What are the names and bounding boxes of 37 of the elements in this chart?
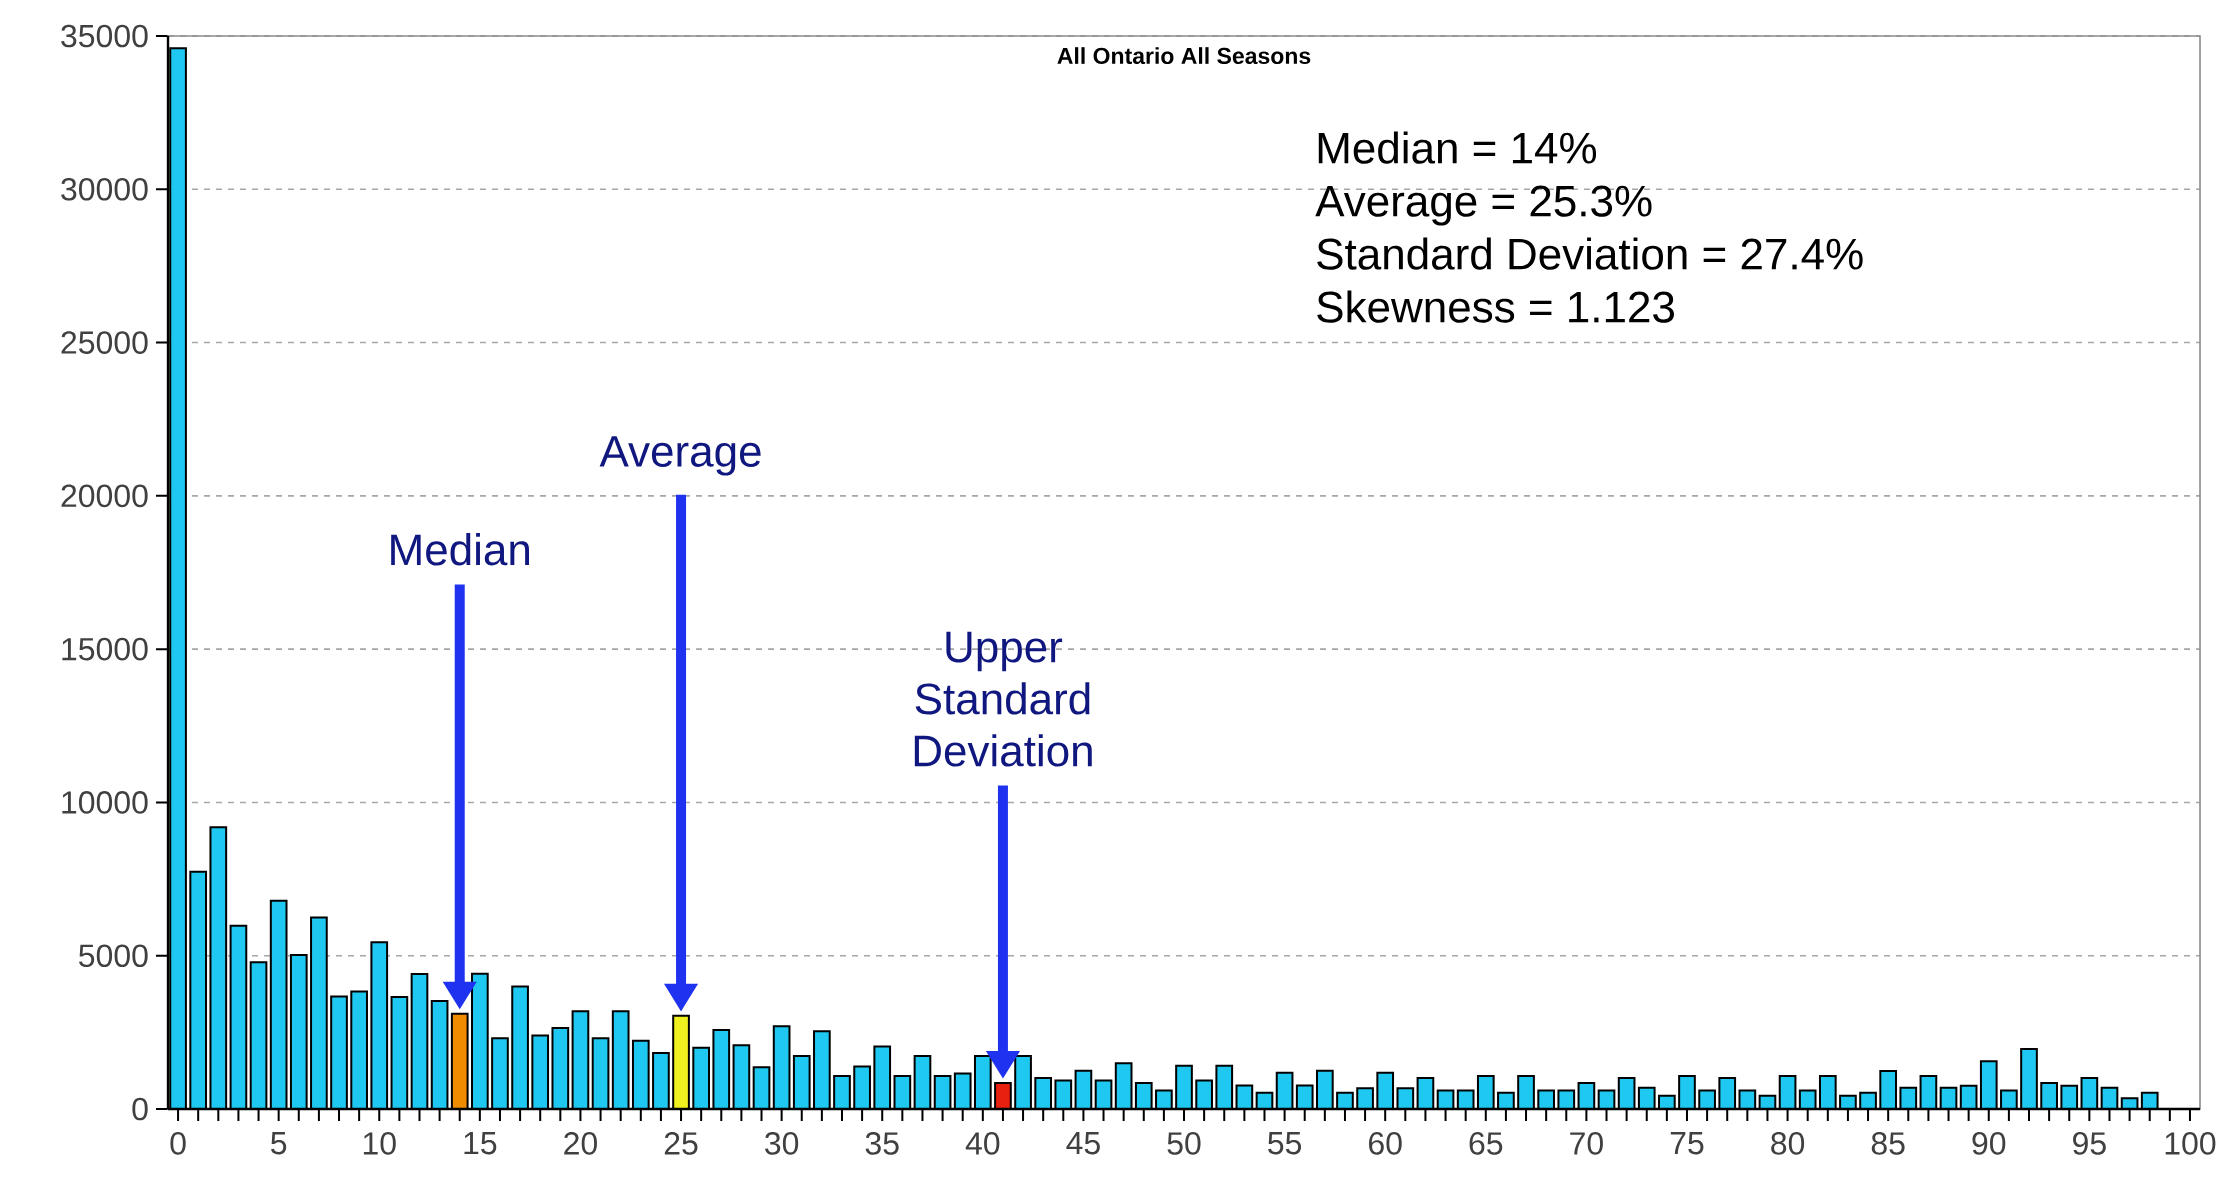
x-tick-label: 15	[464, 1132, 497, 1155]
x-tick-label: 65	[1469, 1132, 1503, 1155]
annotation: Average = 25.3%	[1315, 185, 1652, 226]
x-tick-label: 10	[363, 1132, 396, 1155]
y-tick-label: 10000	[62, 791, 148, 814]
chart-title: All Ontario All Seasons	[1057, 47, 1311, 65]
annotation: Upper Standard Deviation	[914, 631, 1092, 767]
x-tick-label: 70	[1570, 1132, 1603, 1155]
x-tick-label: 45	[1066, 1132, 1100, 1155]
x-tick-label: 25	[664, 1132, 698, 1155]
x-tick-label: 40	[965, 1132, 1000, 1155]
y-tick-label: 15000	[62, 637, 148, 661]
x-tick-label: 5	[271, 1132, 287, 1155]
y-tick-label: 5000	[79, 944, 148, 968]
x-tick-label: 55	[1268, 1132, 1302, 1155]
x-tick-label: 20	[564, 1132, 597, 1155]
annotation: Standard Deviation = 27.4%	[1317, 237, 1863, 270]
y-tick-label: 25000	[61, 331, 148, 354]
x-tick-label: 95	[2073, 1132, 2106, 1155]
x-tick-label: 90	[1972, 1132, 2006, 1155]
annotation: Skewness = 1.123	[1317, 290, 1674, 323]
x-tick-label: 35	[865, 1132, 899, 1155]
x-tick-label: 85	[1871, 1132, 1905, 1155]
annotation: Average	[599, 436, 761, 476]
annotation: Median	[391, 533, 529, 566]
x-tick-label: 60	[1369, 1132, 1402, 1155]
y-tick-label: 0	[132, 1097, 148, 1121]
y-tick-label: 20000	[61, 484, 148, 508]
x-tick-label: 100	[2165, 1132, 2216, 1155]
x-tick-label: 75	[1670, 1132, 1704, 1155]
annotation: Median = 14%	[1318, 131, 1597, 164]
x-tick-label: 0	[170, 1132, 186, 1155]
y-tick-label: 35000	[61, 24, 148, 48]
y-tick-label: 30000	[61, 177, 148, 201]
x-tick-label: 30	[765, 1132, 799, 1155]
x-tick-label: 80	[1771, 1132, 1805, 1155]
x-tick-label: 50	[1167, 1132, 1201, 1155]
